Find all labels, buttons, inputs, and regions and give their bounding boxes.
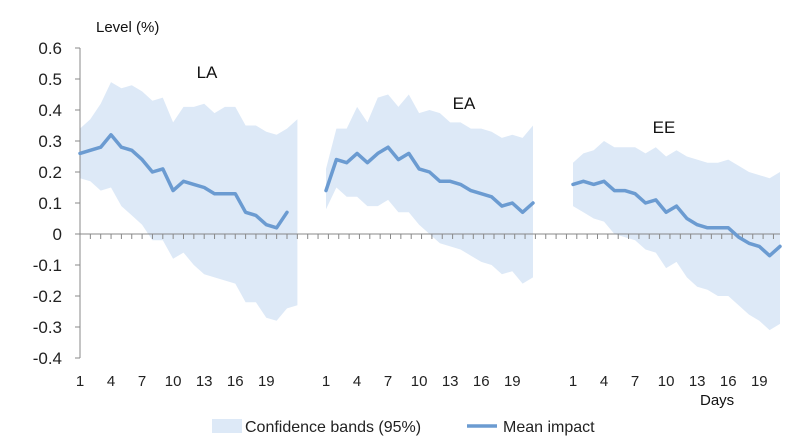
y-tick-label: -0.3 (33, 318, 62, 337)
legend-line-label: Mean impact (503, 419, 595, 436)
mean-line-ee (571, 179, 782, 258)
panel-label-ea: EA (453, 94, 476, 113)
x-tick-label: 1 (76, 373, 84, 390)
x-tick-label: 13 (442, 373, 459, 390)
y-tick-label: 0.5 (38, 70, 62, 89)
y-tick-label: -0.1 (33, 256, 62, 275)
y-tick-label: -0.2 (33, 287, 62, 306)
legend: Confidence bands (95%) Mean impact (212, 419, 595, 436)
x-tick-label: 16 (227, 373, 244, 390)
legend-band-label: Confidence bands (95%) (245, 419, 421, 436)
x-tick-label: 10 (658, 373, 675, 390)
confidence-band-la (80, 82, 298, 321)
x-tick-label: 1 (569, 373, 577, 390)
y-tick-label: 0.3 (38, 132, 62, 151)
y-tick-label: 0.1 (38, 194, 62, 213)
x-tick-label: 19 (504, 373, 521, 390)
y-axis-label: Level (%) (96, 19, 159, 36)
panel-label-ee: EE (653, 118, 676, 137)
x-tick-label: 16 (720, 373, 737, 390)
x-tick-label: 16 (473, 373, 490, 390)
confidence-bands (80, 82, 780, 331)
x-tick-label: 4 (600, 373, 608, 390)
x-tick-label: 4 (107, 373, 115, 390)
axes (75, 47, 780, 359)
y-tick-label: 0.4 (38, 101, 62, 120)
x-tick-label: 13 (196, 373, 213, 390)
y-tick-label: -0.4 (33, 349, 62, 368)
mean-line-ea (324, 145, 535, 215)
x-tick-label: 19 (258, 373, 275, 390)
panel-label-la: LA (197, 63, 218, 82)
x-tick-label: 7 (384, 373, 392, 390)
confidence-band-ea (326, 94, 533, 284)
x-axis-label: Days (700, 392, 734, 409)
x-tick-label: 13 (689, 373, 706, 390)
x-tick-label: 10 (165, 373, 182, 390)
x-tick-label: 19 (751, 373, 768, 390)
mean-lines (78, 133, 782, 258)
confidence-band-ee (573, 141, 780, 331)
x-tick-label: 7 (631, 373, 639, 390)
x-tick-label: 1 (322, 373, 330, 390)
y-tick-label: 0.6 (38, 39, 62, 58)
x-tick-label: 4 (353, 373, 361, 390)
y-tick-label: 0 (53, 225, 62, 244)
x-tick-label: 10 (411, 373, 428, 390)
labels: 1 4 7 10 13 16 19 LA 1 4 7 10 13 16 19 EA 1 4 7 10 13 16 19 EE 0… (33, 19, 768, 409)
y-tick-label: 0.2 (38, 163, 62, 182)
mean-line-la (78, 133, 289, 230)
x-tick-label: 7 (138, 373, 146, 390)
legend-band-swatch (212, 419, 242, 433)
